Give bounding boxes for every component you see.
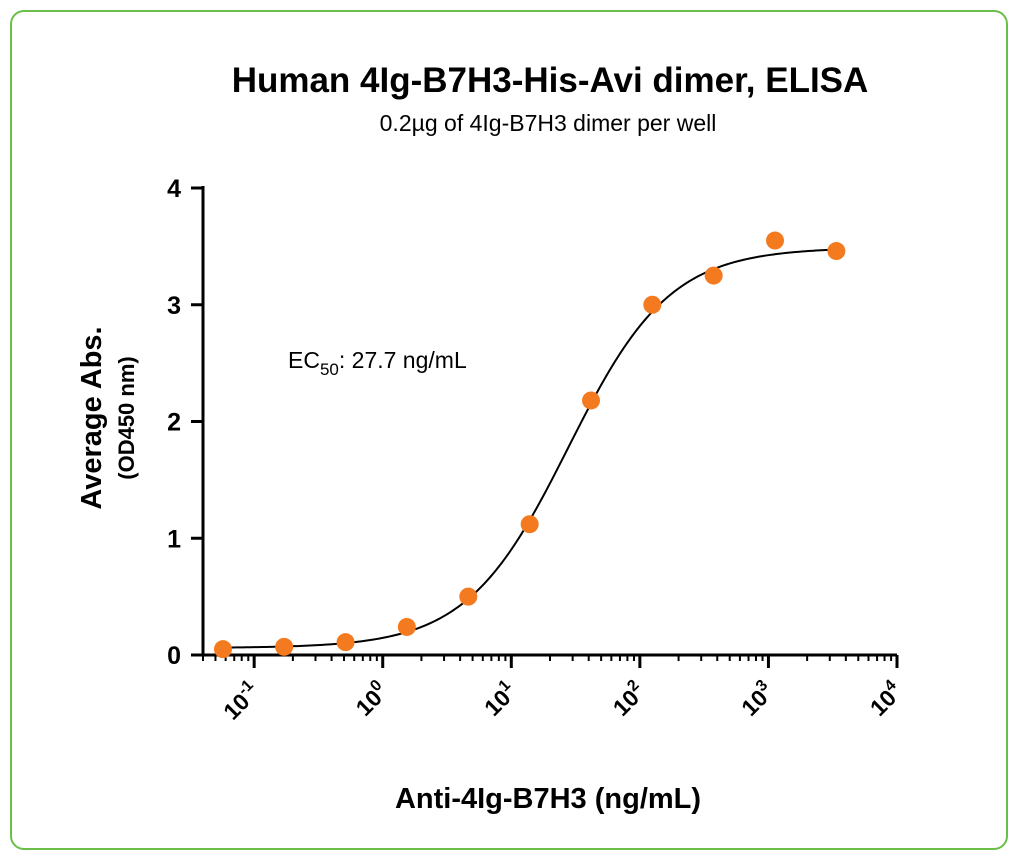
y-axis-title: Average Abs. — [76, 326, 108, 509]
data-point — [275, 637, 294, 656]
fit-curve-layer — [222, 248, 837, 649]
data-point — [397, 617, 416, 636]
x-tick-label-group: 100 — [349, 677, 393, 721]
data-point — [766, 231, 785, 250]
data-point — [704, 266, 723, 285]
x-axis-title: Anti-4Ig-B7H3 (ng/mL) — [395, 783, 701, 815]
x-tick-label-group: 102 — [606, 677, 650, 721]
ec50-annotation: EC50: 27.7 ng/mL — [288, 347, 467, 379]
ec50-subscript: 50 — [320, 360, 339, 379]
data-point — [336, 633, 355, 652]
x-tick-label: 10-1 — [217, 677, 265, 725]
y-tick-label: 3 — [167, 292, 181, 320]
y-tick-label: 1 — [167, 525, 181, 553]
x-tick-label-group: 103 — [735, 677, 779, 721]
chart-frame — [10, 10, 1008, 850]
data-point — [827, 242, 846, 261]
y-tick-label: 2 — [167, 409, 181, 437]
data-points — [213, 231, 846, 659]
x-tick-label: 102 — [606, 677, 650, 721]
y-tick-label: 4 — [167, 175, 181, 203]
x-tick-label: 104 — [863, 677, 907, 721]
ec50-value: : 27.7 ng/mL — [339, 347, 467, 373]
data-point — [459, 587, 478, 606]
axes: 0 1 2 3 4 10-1 100 101 102 103 104 — [167, 175, 907, 725]
y-axis-subtitle: (OD450 nm) — [114, 356, 139, 479]
x-tick-label: 101 — [478, 677, 522, 721]
data-point — [643, 295, 662, 314]
data-point — [213, 640, 232, 659]
x-tick-label-group: 104 — [863, 677, 907, 721]
x-tick-label: 103 — [735, 677, 779, 721]
x-tick-label-group: 10-1 — [217, 677, 265, 725]
data-point — [582, 391, 601, 410]
data-point — [520, 515, 539, 534]
x-tick-label: 100 — [349, 677, 393, 721]
fit-curve — [222, 248, 837, 649]
chart-title: Human 4Ig-B7H3-His-Avi dimer, ELISA — [232, 61, 869, 100]
x-tick-label-group: 101 — [478, 677, 522, 721]
ec50-prefix: EC — [288, 347, 320, 373]
chart-subtitle: 0.2µg of 4Ig-B7H3 dimer per well — [380, 110, 717, 136]
y-tick-label: 0 — [167, 642, 181, 670]
